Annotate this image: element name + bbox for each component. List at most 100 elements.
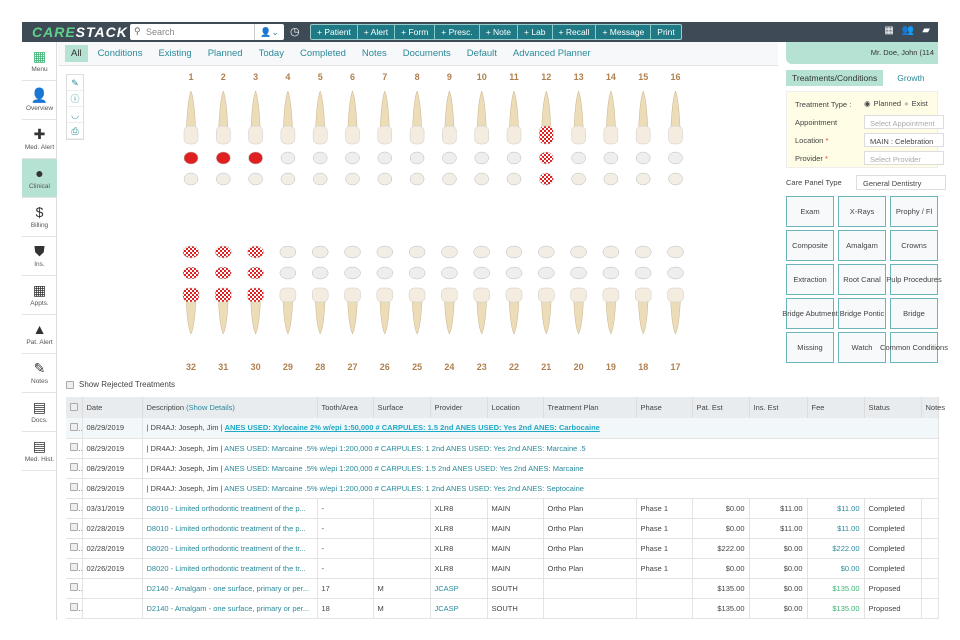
- tooth-crown[interactable]: [505, 287, 523, 303]
- col-date[interactable]: Date: [82, 397, 143, 418]
- table-row[interactable]: D2140 - Amalgam - one surface, primary o…: [66, 578, 939, 599]
- tooth-facial[interactable]: [571, 172, 586, 186]
- tooth-root[interactable]: [379, 295, 391, 335]
- tooth-root[interactable]: [314, 295, 326, 335]
- tooth-crown[interactable]: [377, 125, 393, 145]
- tooth-root[interactable]: [605, 295, 617, 335]
- care-button-amalgam[interactable]: Amalgam: [838, 230, 886, 261]
- sidebar-item-pat-alert[interactable]: ▲ Pat. Alert: [22, 315, 57, 354]
- tab-today[interactable]: Today: [258, 48, 284, 59]
- tooth-number[interactable]: 7: [382, 72, 387, 82]
- tab-advanced-planner[interactable]: Advanced Planner: [512, 48, 591, 59]
- tooth-number[interactable]: 9: [447, 72, 452, 82]
- tooth-icon[interactable]: ◡: [67, 107, 83, 123]
- row-checkbox[interactable]: [70, 543, 78, 551]
- tooth-crown[interactable]: [635, 125, 651, 145]
- tooth-facial[interactable]: [248, 172, 263, 186]
- tooth-facial[interactable]: [377, 172, 393, 186]
- tooth-facial[interactable]: [473, 245, 490, 259]
- desc-cell[interactable]: D8020 - Limited orthodontic treatment of…: [142, 538, 318, 559]
- tooth-crown[interactable]: [311, 287, 329, 303]
- col-location[interactable]: Location: [487, 397, 544, 418]
- tooth-facial[interactable]: [376, 245, 394, 259]
- tooth-number[interactable]: 31: [218, 362, 228, 372]
- tooth-facial[interactable]: [182, 245, 200, 259]
- tooth-number[interactable]: 29: [283, 362, 293, 372]
- desc-cell[interactable]: D2140 - Amalgam - one surface, primary o…: [142, 578, 318, 599]
- add-patient-button[interactable]: + Patient: [311, 25, 358, 39]
- tooth-crown[interactable]: [539, 125, 554, 145]
- tooth-number[interactable]: 4: [285, 72, 290, 82]
- tooth-facial[interactable]: [311, 245, 329, 259]
- tooth-crown[interactable]: [183, 125, 199, 145]
- tooth-crown[interactable]: [441, 287, 458, 303]
- provider-cell[interactable]: XLR8: [430, 538, 488, 559]
- tooth-number[interactable]: 26: [380, 362, 390, 372]
- col-status[interactable]: Status: [864, 397, 922, 418]
- tooth-occlusal[interactable]: [377, 151, 393, 165]
- tooth-facial[interactable]: [539, 172, 554, 186]
- tooth-occlusal[interactable]: [215, 266, 232, 280]
- provider-cell[interactable]: JCASP: [430, 578, 488, 599]
- tooth-crown[interactable]: [279, 287, 297, 303]
- row-checkbox[interactable]: [70, 563, 78, 571]
- select-all-checkbox[interactable]: [70, 402, 78, 411]
- tab-notes[interactable]: Notes: [361, 48, 387, 59]
- tooth-number[interactable]: 13: [574, 72, 584, 82]
- tooth-facial[interactable]: [474, 172, 489, 186]
- provider-cell[interactable]: JCASP: [430, 598, 488, 619]
- sidebar-item-med-hist[interactable]: ▤ Med. Hist.: [22, 432, 57, 471]
- print-icon[interactable]: ⎙: [67, 123, 83, 139]
- tooth-crown[interactable]: [376, 287, 394, 303]
- search-input[interactable]: ⚲ Search 👤⌄: [130, 24, 284, 40]
- care-panel-type-select[interactable]: General Dentistry: [856, 175, 946, 190]
- tooth-facial[interactable]: [635, 172, 651, 186]
- tooth-number[interactable]: 21: [541, 362, 551, 372]
- tooth-occlusal[interactable]: [248, 151, 263, 165]
- tab-conditions[interactable]: Conditions: [97, 48, 143, 59]
- tooth-crown[interactable]: [248, 125, 263, 145]
- tooth-root[interactable]: [670, 295, 681, 335]
- table-row[interactable]: 02/28/2019 D8010 - Limited orthodontic tr…: [66, 518, 939, 539]
- tooth-root[interactable]: [250, 295, 261, 335]
- tooth-crown[interactable]: [345, 125, 360, 145]
- tooth-crown[interactable]: [216, 125, 231, 145]
- tooth-facial[interactable]: [280, 172, 296, 186]
- show-details-link[interactable]: (Show Details): [186, 403, 235, 412]
- tooth-facial[interactable]: [441, 245, 458, 259]
- tab-treatments-conditions[interactable]: Treatments/Conditions: [786, 70, 884, 86]
- row-checkbox[interactable]: [70, 463, 78, 471]
- tooth-occlusal[interactable]: [344, 266, 361, 280]
- tooth-occlusal[interactable]: [280, 151, 296, 165]
- tooth-crown[interactable]: [538, 287, 555, 303]
- tooth-root[interactable]: [444, 295, 455, 335]
- col-tooth[interactable]: Tooth/Area: [317, 397, 374, 418]
- tooth-occlusal[interactable]: [473, 266, 490, 280]
- planned-radio[interactable]: ◉: [864, 99, 871, 108]
- sidebar-item-menu[interactable]: ▦ Menu: [22, 42, 57, 81]
- care-button-composite[interactable]: Composite: [786, 230, 834, 261]
- care-button-crowns[interactable]: Crowns: [890, 230, 938, 261]
- tooth-facial[interactable]: [247, 245, 264, 259]
- tooth-facial[interactable]: [183, 172, 199, 186]
- note-text-link[interactable]: ANES USED: Marcaine .5% w/epi 1:200,000 …: [224, 483, 584, 493]
- tooth-facial[interactable]: [570, 245, 587, 259]
- tooth-occlusal[interactable]: [182, 266, 200, 280]
- care-button-x-rays[interactable]: X-Rays: [838, 196, 886, 227]
- pencil-icon[interactable]: ✎: [67, 75, 83, 91]
- care-button-pulp-procedures[interactable]: Pulp Procedures: [886, 264, 942, 295]
- tooth-occlusal[interactable]: [602, 266, 620, 280]
- tooth-root[interactable]: [508, 295, 520, 335]
- row-checkbox[interactable]: [70, 583, 78, 591]
- tooth-number[interactable]: 1: [188, 72, 193, 82]
- sidebar-item-docs[interactable]: ▤ Docs.: [22, 393, 57, 432]
- tooth-crown[interactable]: [667, 287, 684, 303]
- tab-documents[interactable]: Documents: [402, 48, 451, 59]
- tooth-occlusal[interactable]: [505, 266, 523, 280]
- tooth-facial[interactable]: [603, 172, 619, 186]
- tooth-facial[interactable]: [505, 245, 523, 259]
- tooth-number[interactable]: 16: [670, 72, 680, 82]
- tooth-facial[interactable]: [668, 172, 683, 186]
- add-recall-button[interactable]: + Recall: [553, 25, 597, 39]
- tooth-number[interactable]: 3: [253, 72, 258, 82]
